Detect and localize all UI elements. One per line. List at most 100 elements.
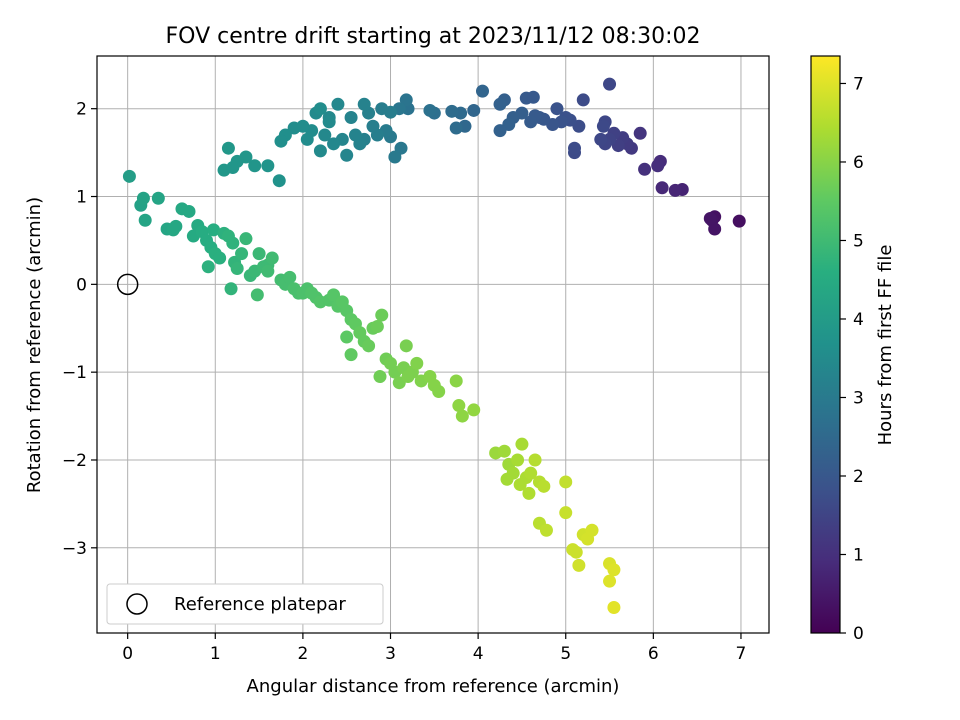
colorbar-tick-label: 7	[853, 74, 864, 94]
data-point	[537, 479, 551, 493]
data-point	[524, 466, 538, 480]
data-point	[567, 141, 581, 155]
data-point	[327, 288, 341, 302]
data-point	[340, 330, 354, 344]
data-point	[432, 384, 446, 398]
data-point	[576, 93, 590, 107]
data-point	[585, 523, 599, 537]
data-point	[375, 308, 389, 322]
data-point	[449, 121, 463, 135]
data-point	[603, 574, 617, 588]
data-point	[226, 161, 240, 175]
data-point	[362, 339, 376, 353]
data-point	[250, 288, 264, 302]
y-axis-ticks: −3 −2 −1 0 1 2	[62, 100, 97, 559]
data-point	[344, 110, 358, 124]
data-point	[331, 97, 345, 111]
data-point	[559, 506, 573, 520]
x-axis-label: Angular distance from reference (arcmin)	[247, 676, 620, 697]
data-point	[261, 159, 275, 173]
data-point	[493, 124, 507, 138]
data-point	[539, 523, 553, 537]
data-point	[455, 409, 469, 423]
data-point	[261, 264, 275, 278]
data-point	[151, 191, 165, 205]
data-point	[651, 159, 665, 173]
x-tick-label: 6	[648, 644, 659, 664]
data-point	[287, 121, 301, 135]
data-point	[668, 183, 682, 197]
y-tick-label: −3	[62, 539, 87, 559]
data-point	[708, 222, 722, 236]
y-tick-label: −1	[62, 363, 87, 383]
data-point	[467, 103, 481, 117]
data-point	[182, 204, 196, 218]
data-point	[500, 472, 514, 486]
data-point	[572, 558, 586, 572]
data-point	[283, 270, 297, 284]
data-point	[348, 128, 362, 142]
x-tick-label: 3	[385, 644, 396, 664]
data-point	[596, 119, 610, 133]
colorbar-ticks: 0 1 2 3 4 5 6 7	[840, 74, 864, 644]
data-point	[638, 162, 652, 176]
legend-marker	[126, 593, 148, 615]
y-tick-label: 2	[76, 100, 87, 120]
data-point	[226, 236, 240, 250]
x-tick-label: 7	[736, 644, 747, 664]
y-tick-label: −2	[62, 451, 87, 471]
data-point	[300, 132, 314, 146]
data-point	[524, 115, 538, 129]
data-point	[467, 403, 481, 417]
data-point	[607, 601, 621, 615]
reference-marker	[116, 273, 139, 296]
colorbar-tick-label: 4	[853, 310, 864, 330]
chart-title: FOV centre drift starting at 2023/11/12 …	[166, 24, 701, 49]
x-tick-label: 1	[210, 644, 221, 664]
data-point	[224, 282, 238, 296]
data-point	[313, 102, 327, 116]
reference-point	[116, 273, 139, 296]
colorbar-tick-label: 5	[853, 231, 864, 251]
y-axis-label: Rotation from reference (arcmin)	[24, 197, 45, 493]
data-point	[515, 437, 529, 451]
data-point	[375, 102, 389, 116]
data-point	[399, 339, 413, 353]
colorbar	[810, 55, 841, 634]
data-point	[703, 211, 717, 225]
legend-entry: Reference platepar	[174, 594, 346, 615]
data-point	[207, 223, 221, 237]
data-point	[201, 260, 215, 274]
data-point	[513, 478, 527, 492]
data-point	[136, 191, 150, 205]
colorbar-tick-label: 2	[853, 467, 864, 487]
colorbar-label: Hours from first FF file	[875, 245, 896, 446]
legend: Reference platepar	[106, 583, 384, 625]
data-point	[388, 150, 402, 164]
data-point	[732, 214, 746, 228]
data-point	[655, 181, 669, 195]
data-point	[213, 251, 227, 265]
data-point	[522, 486, 536, 500]
data-point	[607, 563, 621, 577]
data-point	[265, 251, 279, 265]
data-point	[366, 119, 380, 133]
plot-frame	[96, 55, 770, 634]
data-point	[344, 348, 358, 362]
data-point	[569, 545, 583, 559]
legend-box	[106, 583, 384, 625]
data-point	[252, 247, 266, 261]
data-point	[230, 262, 244, 276]
data-point	[318, 128, 332, 142]
data-point	[239, 232, 253, 246]
data-point	[370, 319, 384, 333]
data-point	[559, 475, 573, 489]
x-axis-ticks: 0 1 2 3 4 5 6 7	[122, 633, 746, 664]
data-point	[633, 126, 647, 140]
data-points	[122, 77, 746, 615]
data-point	[221, 141, 235, 155]
x-tick-label: 4	[473, 644, 484, 664]
data-point	[122, 169, 136, 183]
data-point	[322, 115, 336, 129]
